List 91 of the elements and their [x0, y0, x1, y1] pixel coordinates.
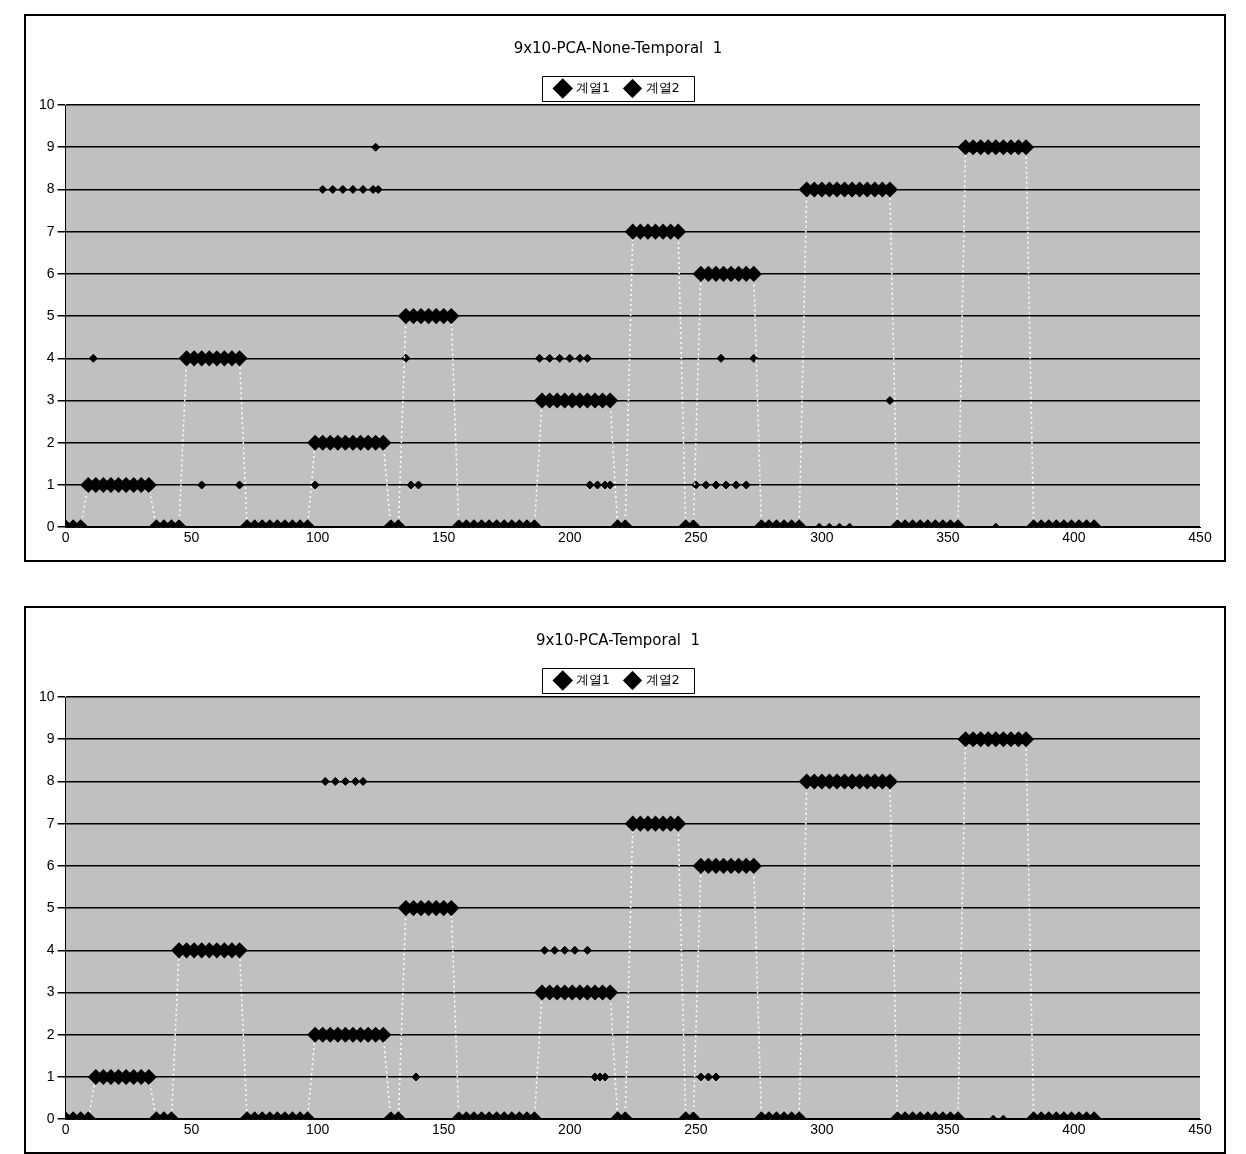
y-tick-label: 4	[46, 941, 55, 958]
point	[540, 945, 550, 955]
x-tick-label: 350	[936, 1121, 960, 1138]
y-tick-label: 2	[46, 433, 55, 450]
x-tick-label: 350	[936, 529, 960, 546]
point	[358, 776, 368, 786]
legend-label: 계열2	[645, 671, 680, 687]
y-tick-label: 1	[46, 1067, 55, 1084]
y-tick-label: 10	[38, 95, 55, 112]
x-tick-label: 0	[61, 529, 70, 546]
point	[885, 396, 895, 406]
point	[371, 142, 381, 152]
y-tick-label: 9	[46, 730, 55, 747]
point	[731, 480, 741, 490]
point	[197, 480, 207, 490]
legend-label: 계열1	[575, 79, 611, 95]
point	[585, 480, 595, 490]
point	[703, 1072, 713, 1082]
y-tick-label: 7	[46, 222, 55, 239]
point	[310, 480, 320, 490]
point	[582, 353, 592, 363]
legend-label: 계열2	[645, 79, 680, 95]
point	[401, 353, 411, 363]
x-tick-label: 450	[1188, 529, 1212, 546]
legend-label: 계열1	[575, 671, 611, 687]
point	[575, 353, 585, 363]
x-tick-label: 200	[558, 1121, 582, 1138]
x-tick-label: 250	[684, 1121, 708, 1138]
y-tick-label: 5	[46, 306, 55, 323]
point	[414, 480, 424, 490]
y-tick-label: 8	[46, 180, 55, 197]
point	[701, 480, 711, 490]
point	[565, 353, 575, 363]
y-tick-label: 0	[46, 518, 55, 535]
x-tick-label: 450	[1188, 1121, 1212, 1138]
x-tick-label: 400	[1062, 529, 1086, 546]
x-tick-label: 50	[183, 529, 200, 546]
y-tick-label: 10	[38, 687, 55, 704]
point	[570, 945, 580, 955]
x-tick-label: 150	[432, 529, 456, 546]
chart-title: 9x10-PCA-None-Temporal 1	[513, 38, 723, 57]
point	[411, 1072, 421, 1082]
y-tick-label: 6	[46, 856, 55, 873]
point	[749, 353, 759, 363]
y-tick-label: 7	[46, 814, 55, 831]
point	[555, 353, 565, 363]
point	[691, 480, 701, 490]
point	[406, 480, 416, 490]
x-tick-label: 100	[305, 529, 330, 546]
point	[318, 184, 328, 194]
x-tick-label: 150	[432, 1121, 456, 1138]
point	[716, 353, 726, 363]
x-tick-label: 300	[810, 1121, 834, 1138]
x-tick-label: 400	[1062, 1121, 1086, 1138]
chart-title: 9x10-PCA-Temporal 1	[535, 630, 701, 649]
point	[545, 353, 555, 363]
point	[741, 480, 751, 490]
point	[350, 776, 360, 786]
point	[338, 184, 348, 194]
point	[358, 184, 368, 194]
y-tick-label: 3	[46, 983, 55, 1000]
point	[328, 184, 338, 194]
point	[340, 776, 350, 786]
y-tick-label: 1	[46, 475, 55, 492]
x-tick-label: 250	[684, 529, 708, 546]
point	[88, 353, 98, 363]
point	[550, 945, 560, 955]
point	[582, 945, 592, 955]
y-tick-label: 9	[46, 138, 55, 155]
y-tick-label: 4	[46, 349, 55, 366]
point	[535, 353, 545, 363]
point	[235, 480, 245, 490]
point	[711, 480, 721, 490]
y-tick-label: 6	[46, 264, 55, 281]
point	[348, 184, 358, 194]
x-tick-label: 300	[810, 529, 834, 546]
point	[320, 776, 330, 786]
point	[696, 1072, 706, 1082]
point	[560, 945, 570, 955]
y-tick-label: 5	[46, 898, 55, 915]
point	[330, 776, 340, 786]
x-tick-label: 100	[305, 1121, 330, 1138]
point	[721, 480, 731, 490]
x-tick-label: 0	[61, 1121, 70, 1138]
point	[711, 1072, 721, 1082]
y-tick-label: 8	[46, 772, 55, 789]
y-tick-label: 0	[46, 1110, 55, 1127]
x-tick-label: 200	[558, 529, 582, 546]
y-tick-label: 3	[46, 391, 55, 408]
x-tick-label: 50	[183, 1121, 200, 1138]
y-tick-label: 2	[46, 1025, 55, 1042]
